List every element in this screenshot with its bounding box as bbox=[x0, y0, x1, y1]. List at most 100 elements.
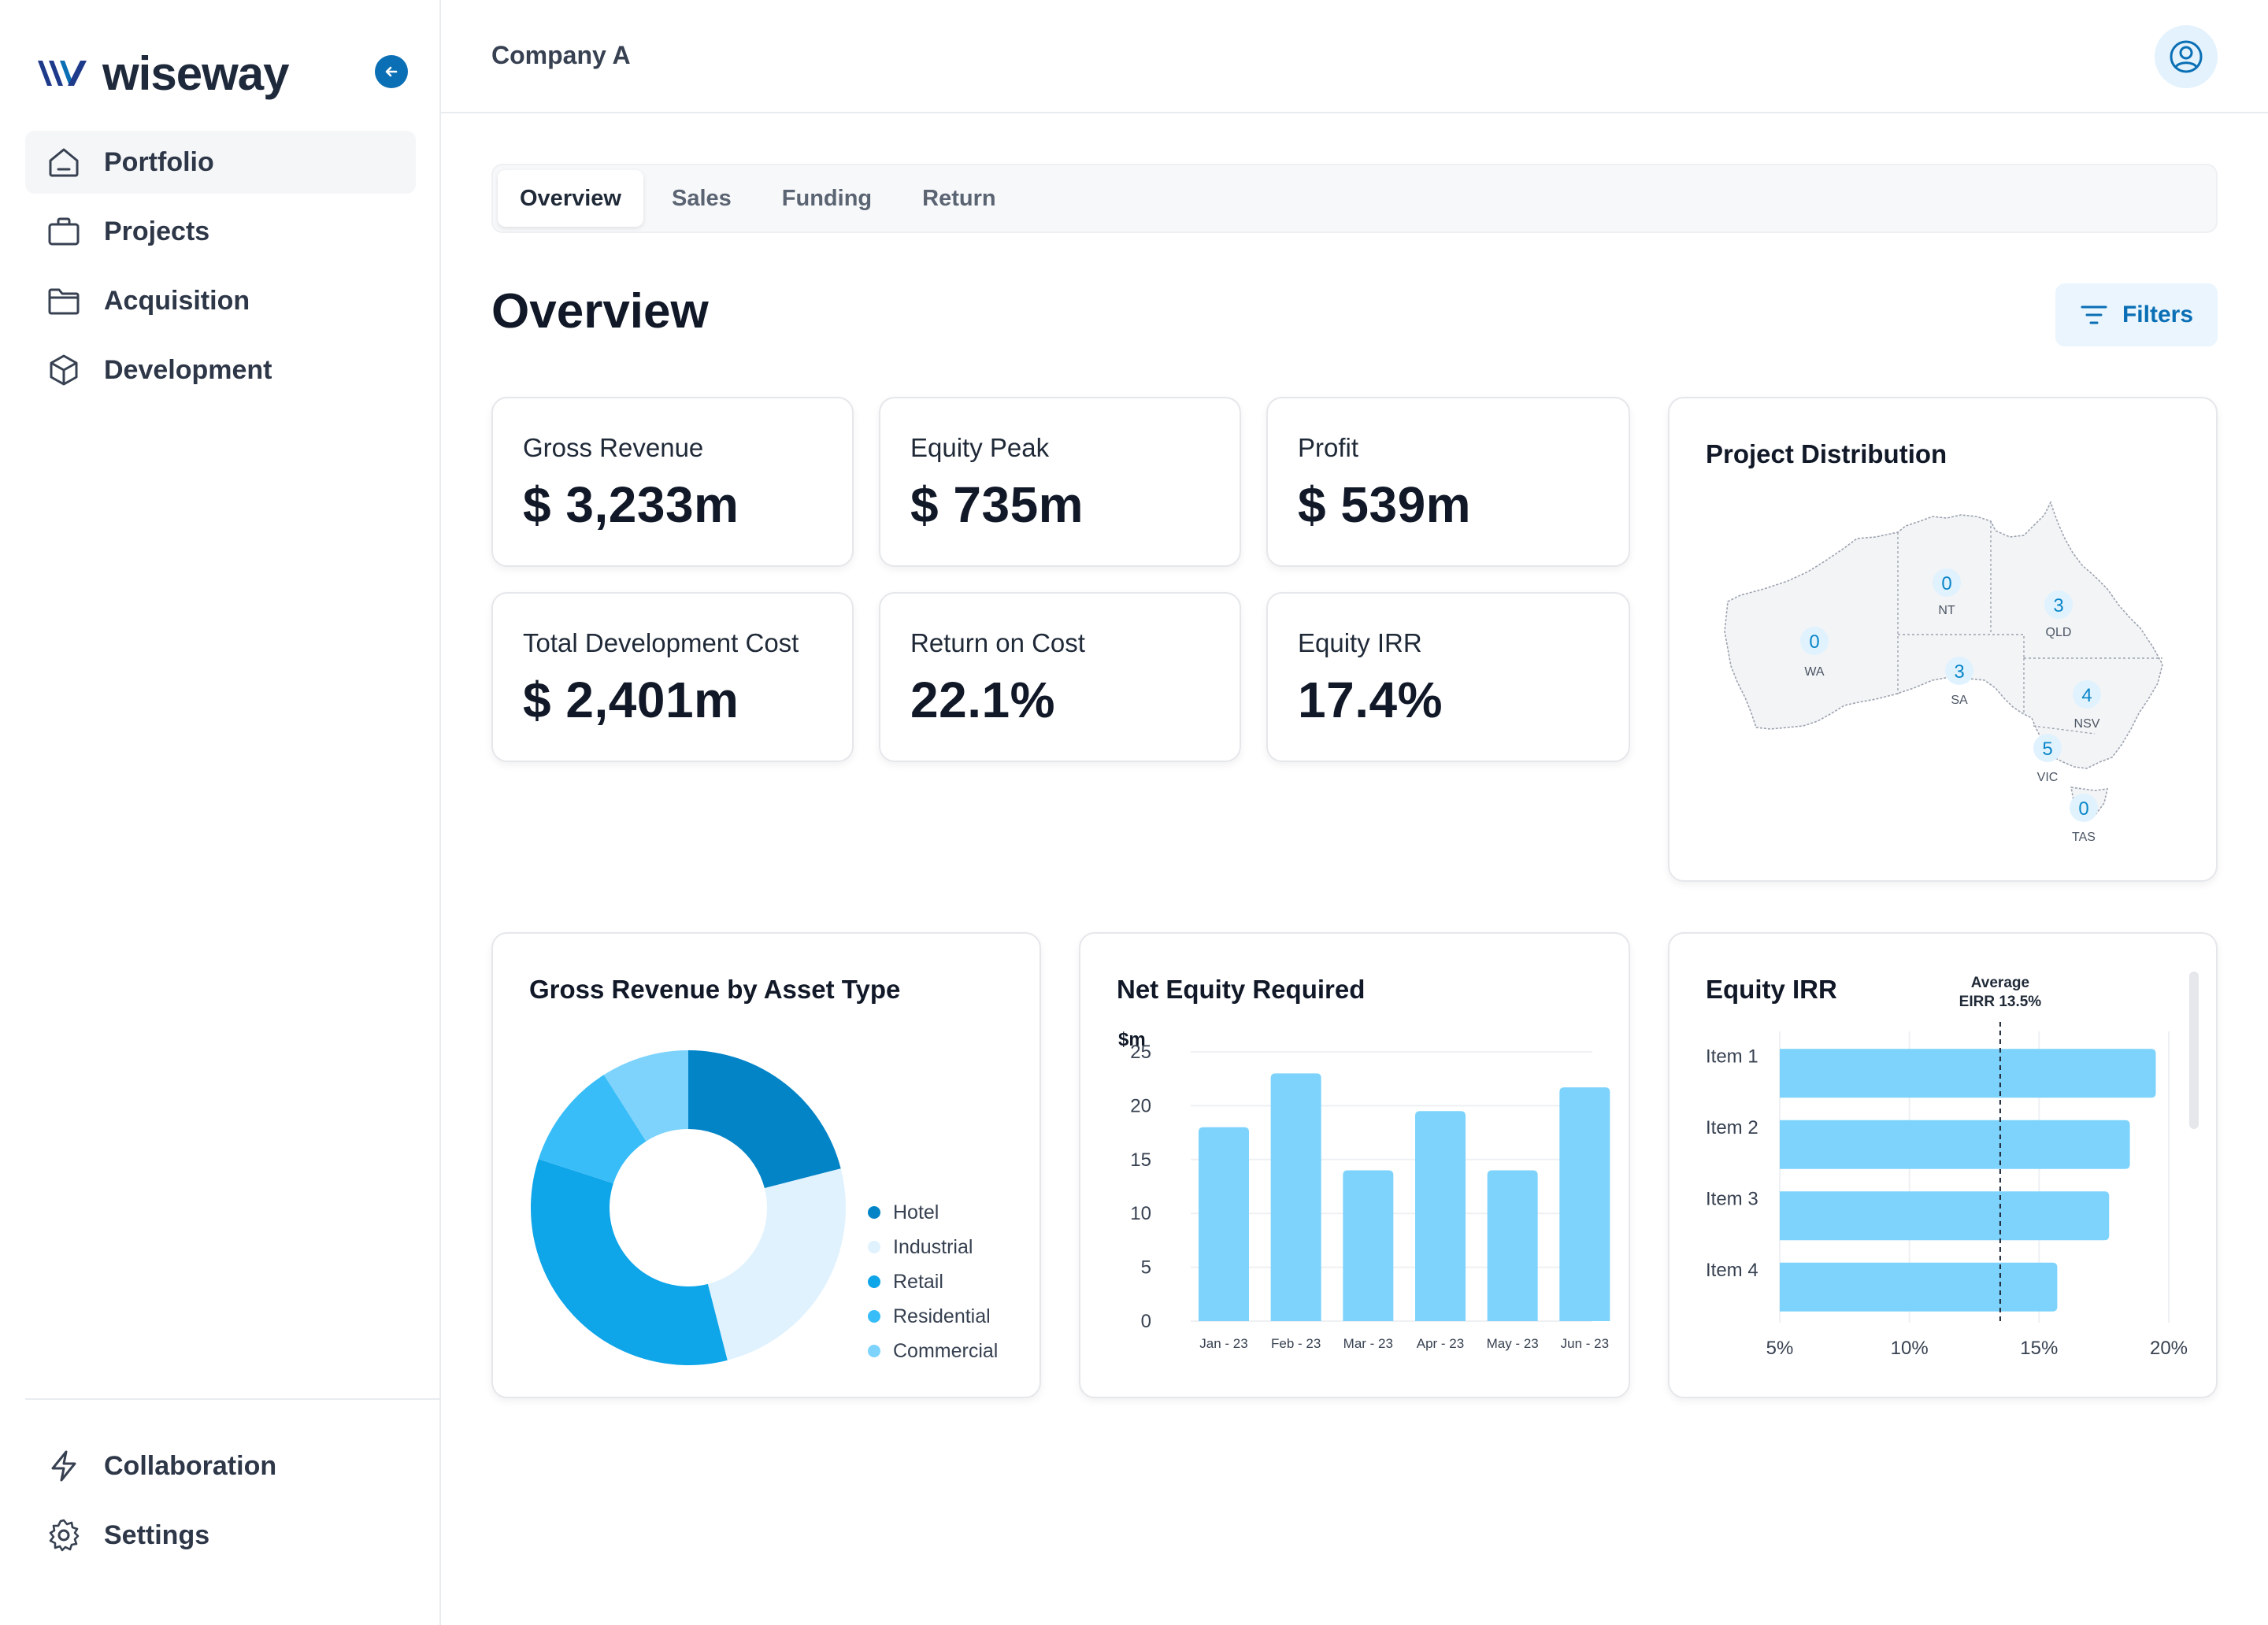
sidebar-item-collaboration[interactable]: Collaboration bbox=[25, 1434, 416, 1497]
sidebar-item-projects[interactable]: Projects bbox=[25, 200, 416, 263]
kpi-card-equity-peak[interactable]: Equity Peak $ 735m bbox=[879, 397, 1241, 567]
bar-feb-23[interactable] bbox=[1270, 1073, 1321, 1321]
filters-button[interactable]: Filters bbox=[2055, 283, 2218, 346]
y-tick-label: Item 1 bbox=[1706, 1046, 1758, 1067]
tab-sales[interactable]: Sales bbox=[671, 185, 732, 211]
x-tick-label: Apr - 23 bbox=[1417, 1336, 1464, 1351]
kpi-value: 22.1% bbox=[910, 672, 1055, 728]
arrow-left-icon bbox=[385, 66, 398, 77]
state-borders bbox=[1897, 521, 2162, 735]
secondary-nav: Collaboration Settings bbox=[25, 1434, 416, 1573]
card-title: Project Distribution bbox=[1706, 439, 1947, 468]
tab-return[interactable]: Return bbox=[922, 185, 996, 211]
kpi-card-profit[interactable]: Profit $ 539m bbox=[1266, 397, 1630, 567]
kpi-card-total-development-cost[interactable]: Total Development Cost $ 2,401m bbox=[491, 592, 854, 762]
bar-jun-23[interactable] bbox=[1559, 1087, 1610, 1321]
bar-apr-23[interactable] bbox=[1415, 1111, 1466, 1321]
legend-item-retail[interactable]: Retail bbox=[868, 1264, 998, 1299]
legend-label: Hotel bbox=[893, 1201, 939, 1223]
donut-slice-hotel[interactable] bbox=[688, 1050, 841, 1189]
main-nav: Portfolio Projects Acquisition Developme… bbox=[25, 131, 416, 408]
bar-item-3[interactable] bbox=[1780, 1191, 2110, 1241]
legend-item-residential[interactable]: Residential bbox=[868, 1299, 998, 1334]
bar-jan-23[interactable] bbox=[1199, 1127, 1249, 1321]
reference-line-label: Average bbox=[1971, 975, 2029, 991]
bar-mar-23[interactable] bbox=[1343, 1170, 1394, 1321]
user-avatar-button[interactable] bbox=[2155, 25, 2218, 88]
kpi-card-gross-revenue[interactable]: Gross Revenue $ 3,233m bbox=[491, 397, 854, 567]
sidebar-item-label: Development bbox=[104, 354, 272, 385]
card-title: Net Equity Required bbox=[1117, 975, 1366, 1004]
y-tick-label: Item 2 bbox=[1706, 1117, 1758, 1138]
company-name[interactable]: Company A bbox=[491, 41, 631, 69]
sa-label: SA bbox=[1951, 694, 1968, 707]
kpi-card-return-on-cost[interactable]: Return on Cost 22.1% bbox=[879, 592, 1241, 762]
donut-chart bbox=[531, 1050, 846, 1365]
bar-item-4[interactable] bbox=[1780, 1262, 2058, 1312]
sidebar-item-label: Settings bbox=[104, 1520, 210, 1550]
y-tick-label: 10 bbox=[1130, 1203, 1151, 1224]
x-tick-label: Mar - 23 bbox=[1343, 1336, 1393, 1351]
vic-count-bubble bbox=[2033, 734, 2062, 762]
nsw-count-bubble bbox=[2073, 680, 2101, 709]
legend-dot bbox=[868, 1275, 880, 1288]
net-equity-required-card: Net Equity Required $m 0 5 10 15 20 25 Jan - 23… bbox=[1079, 932, 1630, 1398]
y-tick-label: Item 3 bbox=[1706, 1188, 1758, 1209]
card-title: Gross Revenue by Asset Type bbox=[529, 975, 901, 1004]
reference-line-label: EIRR 13.5% bbox=[1959, 994, 2042, 1010]
tab-funding[interactable]: Funding bbox=[781, 185, 873, 211]
sidebar-item-settings[interactable]: Settings bbox=[25, 1504, 416, 1567]
nt-count: 0 bbox=[1941, 573, 1951, 594]
kpi-label: Equity Peak bbox=[910, 433, 1050, 462]
qld-count-bubble bbox=[2044, 590, 2073, 619]
donut-legend: Hotel Industrial Retail Residential Commerci… bbox=[868, 1195, 998, 1368]
nt-label: NT bbox=[1938, 604, 1955, 617]
lightning-icon bbox=[46, 1448, 82, 1484]
y-tick-label: 25 bbox=[1130, 1042, 1151, 1063]
donut-slice-industrial[interactable] bbox=[707, 1168, 846, 1360]
donut-slice-commercial[interactable] bbox=[603, 1050, 688, 1142]
legend-dot bbox=[868, 1206, 880, 1219]
sidebar-item-acquisition[interactable]: Acquisition bbox=[25, 269, 416, 332]
x-tick-label: Feb - 23 bbox=[1271, 1336, 1321, 1351]
vic-count: 5 bbox=[2042, 738, 2052, 760]
legend-dot bbox=[868, 1241, 880, 1253]
equity-irr-chart-card: Equity IRR 5% 10% 15% 20% Item 1 Item 2 Item 3… bbox=[1668, 932, 2218, 1398]
legend-label: Commercial bbox=[893, 1339, 999, 1362]
collapse-sidebar-button[interactable] bbox=[375, 55, 408, 88]
nsw-count: 4 bbox=[2081, 685, 2092, 706]
sidebar-divider bbox=[25, 1398, 441, 1400]
bar-may-23[interactable] bbox=[1487, 1170, 1538, 1321]
y-axis-unit: $m bbox=[1118, 1029, 1146, 1050]
legend-dot bbox=[868, 1345, 880, 1357]
kpi-value: $ 539m bbox=[1298, 476, 1472, 533]
sidebar-item-development[interactable]: Development bbox=[25, 339, 416, 402]
donut-slice-residential[interactable] bbox=[538, 1075, 647, 1184]
kpi-card-equity-irr[interactable]: Equity IRR 17.4% bbox=[1266, 592, 1630, 762]
bar-item-1[interactable] bbox=[1780, 1049, 2156, 1098]
kpi-label: Gross Revenue bbox=[523, 433, 704, 462]
chart-scrollbar[interactable] bbox=[2189, 972, 2199, 1129]
logo[interactable]: wiseway bbox=[36, 46, 289, 101]
legend-item-industrial[interactable]: Industrial bbox=[868, 1230, 998, 1264]
sidebar-item-label: Acquisition bbox=[104, 285, 250, 316]
y-tick-label: Item 4 bbox=[1706, 1260, 1758, 1281]
australia-mainland bbox=[1724, 500, 2163, 769]
sidebar-item-label: Portfolio bbox=[104, 146, 214, 177]
folder-icon bbox=[46, 283, 82, 319]
qld-count: 3 bbox=[2053, 595, 2063, 616]
brand-name: wiseway bbox=[102, 46, 289, 100]
filter-icon bbox=[2081, 305, 2107, 324]
legend-label: Industrial bbox=[893, 1235, 973, 1258]
x-tick-label: 15% bbox=[2020, 1338, 2058, 1359]
bar-item-2[interactable] bbox=[1780, 1120, 2130, 1169]
nt-count-bubble bbox=[1933, 568, 1961, 597]
legend-item-commercial[interactable]: Commercial bbox=[868, 1334, 998, 1368]
x-tick-label: 20% bbox=[2150, 1338, 2188, 1359]
donut-slice-retail[interactable] bbox=[531, 1159, 728, 1365]
sidebar-item-portfolio[interactable]: Portfolio bbox=[25, 131, 416, 194]
tab-overview[interactable]: Overview bbox=[498, 170, 643, 227]
tas-label: TAS bbox=[2072, 831, 2096, 844]
legend-item-hotel[interactable]: Hotel bbox=[868, 1195, 998, 1230]
briefcase-icon bbox=[46, 213, 82, 250]
